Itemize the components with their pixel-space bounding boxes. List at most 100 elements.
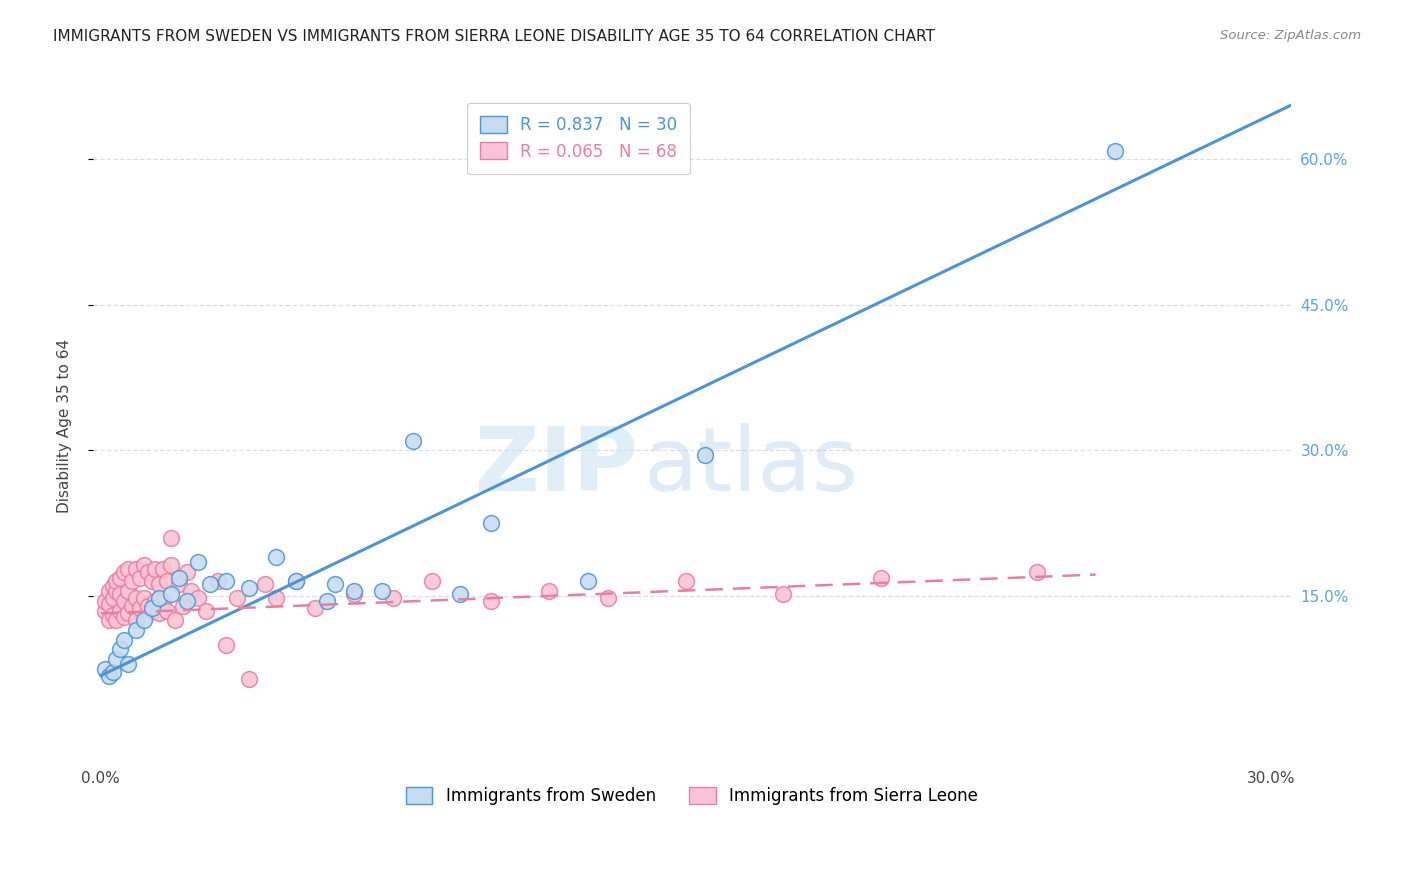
Point: [167, 577, 190, 591]
Point: [675, 574, 697, 589]
Point: [145, 594, 167, 608]
Point: [112, 632, 135, 647]
Point: [198, 577, 221, 591]
Point: [160, 531, 183, 545]
Point: [110, 587, 132, 601]
Point: [160, 558, 183, 572]
Point: [121, 599, 143, 613]
Point: [479, 516, 502, 530]
Point: [284, 574, 307, 589]
Point: [163, 613, 186, 627]
Point: [180, 584, 202, 599]
Point: [128, 571, 150, 585]
Point: [110, 642, 132, 657]
Point: [284, 574, 307, 589]
Point: [97, 613, 120, 627]
Point: [117, 584, 139, 599]
Point: [97, 597, 120, 611]
Point: [343, 584, 366, 599]
Point: [538, 584, 561, 599]
Point: [152, 594, 174, 608]
Text: ZIP: ZIP: [475, 423, 638, 509]
Point: [105, 613, 128, 627]
Point: [112, 594, 135, 608]
Point: [141, 600, 163, 615]
Point: [93, 662, 115, 676]
Text: Source: ZipAtlas.com: Source: ZipAtlas.com: [1220, 29, 1361, 42]
Point: [238, 672, 260, 686]
Point: [402, 434, 425, 448]
Point: [304, 600, 326, 615]
Point: [214, 574, 236, 589]
Point: [101, 665, 124, 679]
Legend: Immigrants from Sweden, Immigrants from Sierra Leone: Immigrants from Sweden, Immigrants from …: [398, 778, 986, 814]
Point: [125, 613, 148, 627]
Point: [449, 587, 471, 601]
Point: [132, 613, 155, 627]
Point: [176, 565, 198, 579]
Point: [323, 577, 346, 591]
Point: [110, 571, 132, 585]
Point: [112, 610, 135, 624]
Point: [176, 594, 198, 608]
Point: [121, 574, 143, 589]
Point: [117, 607, 139, 621]
Point: [112, 565, 135, 579]
Point: [195, 603, 218, 617]
Point: [125, 591, 148, 605]
Point: [136, 565, 159, 579]
Point: [93, 594, 115, 608]
Point: [101, 591, 124, 605]
Point: [1104, 144, 1126, 158]
Point: [141, 574, 163, 589]
Point: [382, 591, 405, 605]
Point: [214, 638, 236, 652]
Point: [117, 562, 139, 576]
Point: [101, 579, 124, 593]
Point: [97, 668, 120, 682]
Point: [187, 591, 209, 605]
Point: [105, 574, 128, 589]
Point: [105, 584, 128, 599]
Point: [117, 657, 139, 671]
Point: [145, 562, 167, 576]
Point: [152, 562, 174, 576]
Point: [148, 577, 170, 591]
Point: [160, 587, 183, 601]
Y-axis label: Disability Age 35 to 64: Disability Age 35 to 64: [58, 339, 72, 513]
Text: atlas: atlas: [644, 423, 859, 509]
Point: [253, 577, 276, 591]
Point: [870, 571, 893, 585]
Point: [172, 599, 194, 613]
Point: [422, 574, 444, 589]
Point: [101, 608, 124, 623]
Point: [125, 562, 148, 576]
Point: [316, 594, 339, 608]
Point: [238, 581, 260, 595]
Point: [136, 599, 159, 613]
Point: [167, 571, 190, 585]
Point: [93, 603, 115, 617]
Point: [370, 584, 392, 599]
Point: [578, 574, 600, 589]
Point: [343, 587, 366, 601]
Point: [772, 587, 794, 601]
Point: [266, 550, 288, 565]
Point: [125, 623, 148, 637]
Point: [207, 574, 229, 589]
Point: [148, 591, 170, 605]
Point: [132, 591, 155, 605]
Point: [695, 448, 717, 462]
Point: [479, 594, 502, 608]
Point: [128, 600, 150, 615]
Point: [596, 591, 619, 605]
Text: IMMIGRANTS FROM SWEDEN VS IMMIGRANTS FROM SIERRA LEONE DISABILITY AGE 35 TO 64 C: IMMIGRANTS FROM SWEDEN VS IMMIGRANTS FRO…: [53, 29, 935, 44]
Point: [141, 603, 163, 617]
Point: [97, 584, 120, 599]
Point: [132, 558, 155, 572]
Point: [156, 574, 179, 589]
Point: [148, 607, 170, 621]
Point: [156, 603, 179, 617]
Point: [266, 591, 288, 605]
Point: [226, 591, 249, 605]
